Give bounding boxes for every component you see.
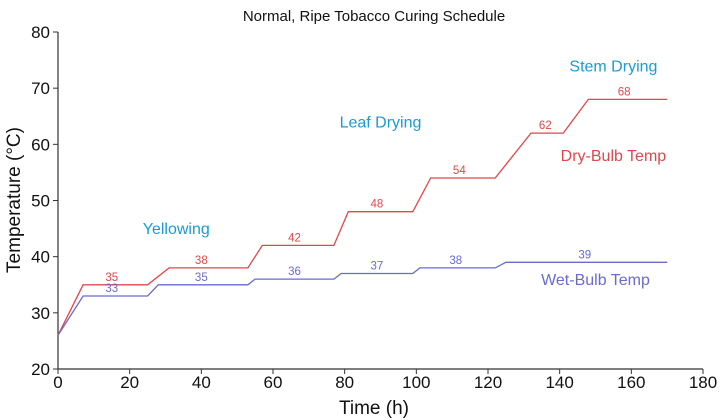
annotation-yellowing: Yellowing [143,221,210,238]
dry-bulb-temp-data-label: 42 [288,232,301,244]
x-axis-title: Time (h) [339,398,409,419]
dry-bulb-temp-data-label: 38 [195,255,208,267]
dry-bulb-temp-data-label: 68 [618,86,631,98]
annotation-leaf-drying: Leaf Drying [340,114,422,131]
y-tick-label: 50 [31,192,50,211]
x-tick-label: 180 [689,373,717,392]
wet-bulb-temp-data-label: 36 [288,266,301,278]
y-tick-label: 30 [31,304,50,323]
x-tick-label: 160 [617,373,645,392]
y-tick-label: 80 [31,23,50,42]
x-tick-label: 80 [335,373,354,392]
x-tick-label: 40 [192,373,211,392]
y-axis-title: Temperature (°C) [4,127,25,273]
x-tick-label: 120 [474,373,502,392]
plot-area [57,98,668,336]
dry-bulb-temp-data-label: 48 [371,199,384,211]
wet-bulb-temp-line [57,261,668,336]
y-tick-label: 60 [31,135,50,154]
chart-title: Normal, Ripe Tobacco Curing Schedule [243,8,505,25]
annotation-wet-bulb-temp: Wet-Bulb Temp [541,272,650,289]
wet-bulb-temp-data-label: 38 [449,255,462,267]
x-tick-label: 100 [402,373,430,392]
wet-bulb-temp-data-label: 35 [195,272,208,284]
dry-bulb-temp-data-label: 35 [105,272,118,284]
x-tick-label: 20 [120,373,139,392]
wet-bulb-temp-data-label: 37 [371,261,384,273]
x-tick-label: 140 [545,373,573,392]
y-tick-label: 40 [31,248,50,267]
dry-bulb-temp-line [57,98,668,336]
x-tick-label: 0 [53,373,62,392]
dry-bulb-temp-data-label: 54 [453,165,466,177]
wet-bulb-temp-data-label: 33 [105,283,118,295]
wet-bulb-temp-data-label: 39 [578,249,591,261]
annotation-dry-bulb-temp: Dry-Bulb Temp [561,148,667,165]
dry-bulb-temp-data-label: 62 [539,120,552,132]
x-tick-label: 60 [264,373,283,392]
annotation-stem-drying: Stem Drying [569,58,657,75]
y-tick-label: 20 [31,360,50,379]
annotations: Yellowing Leaf Drying Stem Drying Dry-Bulb … [143,58,667,288]
y-tick-label: 70 [31,79,50,98]
